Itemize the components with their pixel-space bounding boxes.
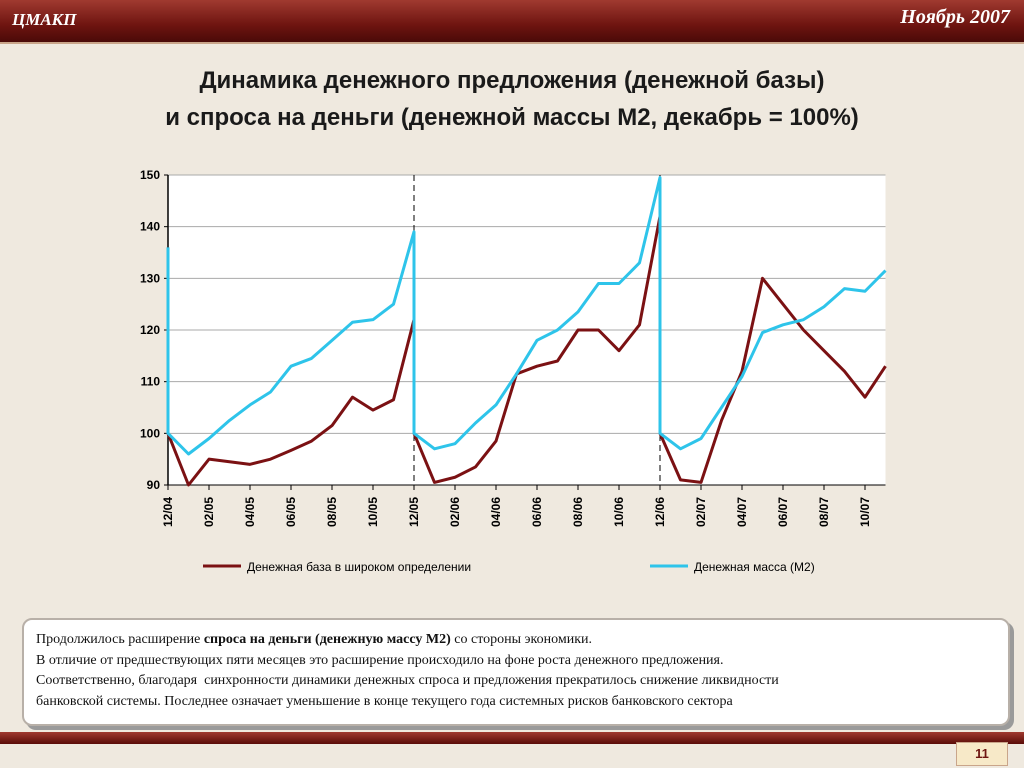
chart: 90 100 110 120 130 140 150 12/04 02/05 04/05 06/05… bbox=[140, 168, 887, 574]
note-line: Продолжилось расширение спроса на деньги… bbox=[36, 630, 996, 651]
note-box: Продолжилось расширение спроса на деньги… bbox=[22, 618, 1010, 726]
x-tick-label: 04/06 bbox=[489, 497, 503, 527]
note-line: банковской системы. Последнее означает у… bbox=[36, 692, 996, 713]
y-tick-label: 140 bbox=[140, 220, 160, 234]
x-tick-label: 04/05 bbox=[243, 497, 257, 527]
y-tick-label: 90 bbox=[147, 478, 161, 492]
x-tick-label: 10/07 bbox=[858, 497, 872, 527]
bottom-bar bbox=[0, 732, 1024, 744]
x-tick-label: 10/05 bbox=[366, 497, 380, 527]
title-line: Динамика денежного предложения (денежной… bbox=[199, 67, 825, 94]
title-line: и спроса на деньги (денежной массы М2, д… bbox=[165, 104, 859, 131]
x-tick-label: 08/06 bbox=[571, 497, 585, 527]
date: Ноябрь 2007 bbox=[900, 6, 1010, 28]
x-tick-label: 02/05 bbox=[202, 497, 216, 527]
x-tick-label: 12/05 bbox=[407, 497, 421, 527]
x-tick-label: 02/07 bbox=[694, 497, 708, 527]
y-tick-label: 120 bbox=[140, 323, 160, 337]
x-tick-label: 12/06 bbox=[653, 497, 667, 527]
page-number: 11 bbox=[956, 742, 1008, 766]
y-tick-label: 130 bbox=[140, 271, 160, 285]
x-tick-label: 06/06 bbox=[530, 497, 544, 527]
x-tick-label: 06/05 bbox=[284, 497, 298, 527]
note-text: Продолжилось расширение bbox=[36, 632, 204, 647]
legend-label: Денежная база в широком определении bbox=[247, 560, 471, 574]
note-text: В отличие от предшествующих пяти месяцев… bbox=[36, 652, 724, 668]
org-name: ЦМАКП bbox=[12, 10, 77, 29]
x-tick-label: 04/07 bbox=[735, 497, 749, 527]
y-tick-label: 110 bbox=[141, 375, 161, 389]
x-tick-label: 08/07 bbox=[817, 497, 831, 527]
note-text: спроса на деньги (денежную массу М2) bbox=[203, 632, 451, 647]
series-line bbox=[166, 214, 887, 487]
y-tick-label: 150 bbox=[140, 168, 160, 182]
note-text: со стороны экономики. bbox=[450, 632, 592, 647]
note-text: банковской системы. Последнее означает у… bbox=[36, 693, 733, 709]
note-text: Соответственно, благодаря синхронности д… bbox=[36, 673, 779, 688]
chart-title: Динамика денежного предложения (денежной… bbox=[0, 62, 1024, 136]
x-tick-label: 08/05 bbox=[325, 497, 339, 527]
top-bar: ЦМАКП Ноябрь 2007 bbox=[0, 0, 1024, 44]
x-tick-label: 06/07 bbox=[776, 497, 790, 527]
x-tick-label: 12/04 bbox=[161, 497, 175, 527]
note-line: Соответственно, благодаря синхронности д… bbox=[36, 671, 996, 692]
x-tick-label: 02/06 bbox=[448, 497, 462, 527]
legend-label: Денежная масса (М2) bbox=[694, 560, 815, 574]
series-line bbox=[166, 176, 887, 456]
note-line: В отличие от предшествующих пяти месяцев… bbox=[36, 651, 996, 672]
y-tick-label: 100 bbox=[140, 426, 160, 440]
x-tick-label: 10/06 bbox=[612, 497, 626, 527]
